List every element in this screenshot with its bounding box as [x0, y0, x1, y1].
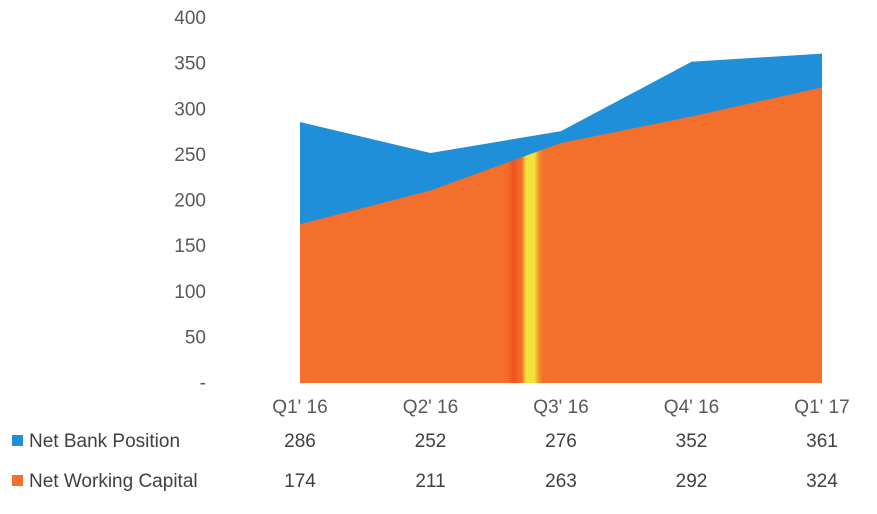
data-table-value: 211	[415, 471, 445, 492]
legend-swatch	[12, 475, 23, 486]
legend-swatch	[12, 435, 23, 446]
y-tick-label: 50	[185, 327, 206, 348]
y-tick-label: 300	[174, 99, 206, 120]
y-tick-label: 400	[174, 8, 206, 29]
data-table-value: 252	[415, 431, 447, 452]
data-table-value: 286	[284, 431, 316, 452]
data-table-value: 361	[806, 431, 838, 452]
x-axis: Q1' 16 Q2' 16 Q3' 16 Q4' 16 Q1' 17	[272, 397, 849, 418]
y-axis: - 50 100 150 200 250 300 350 400	[174, 8, 206, 394]
highlight-band	[503, 87, 545, 383]
y-tick-label: 100	[174, 282, 206, 303]
legend-label: Net Bank Position	[29, 431, 180, 452]
x-tick-label: Q1' 16	[272, 397, 327, 418]
data-table-value: 263	[545, 471, 577, 492]
x-tick-label: Q2' 16	[403, 397, 458, 418]
data-table-value: 174	[284, 471, 316, 492]
x-tick-label: Q3' 16	[533, 397, 588, 418]
y-tick-label: 350	[174, 54, 206, 75]
legend-label: Net Working Capital	[29, 471, 198, 492]
plot-area	[300, 53, 822, 384]
x-tick-label: Q1' 17	[794, 397, 849, 418]
y-tick-label: 250	[174, 145, 206, 166]
data-table-value: 324	[806, 471, 838, 492]
data-table-value: 276	[545, 431, 577, 452]
data-table-value: 352	[676, 431, 708, 452]
y-tick-label: -	[200, 373, 206, 394]
data-table: Net Bank Position 286 252 276 352 361 Net Work…	[12, 431, 838, 492]
x-tick-label: Q4' 16	[664, 397, 719, 418]
data-table-value: 292	[676, 471, 708, 492]
area-net-working-capital	[300, 87, 822, 383]
y-tick-label: 150	[174, 236, 206, 257]
y-tick-label: 200	[174, 191, 206, 212]
